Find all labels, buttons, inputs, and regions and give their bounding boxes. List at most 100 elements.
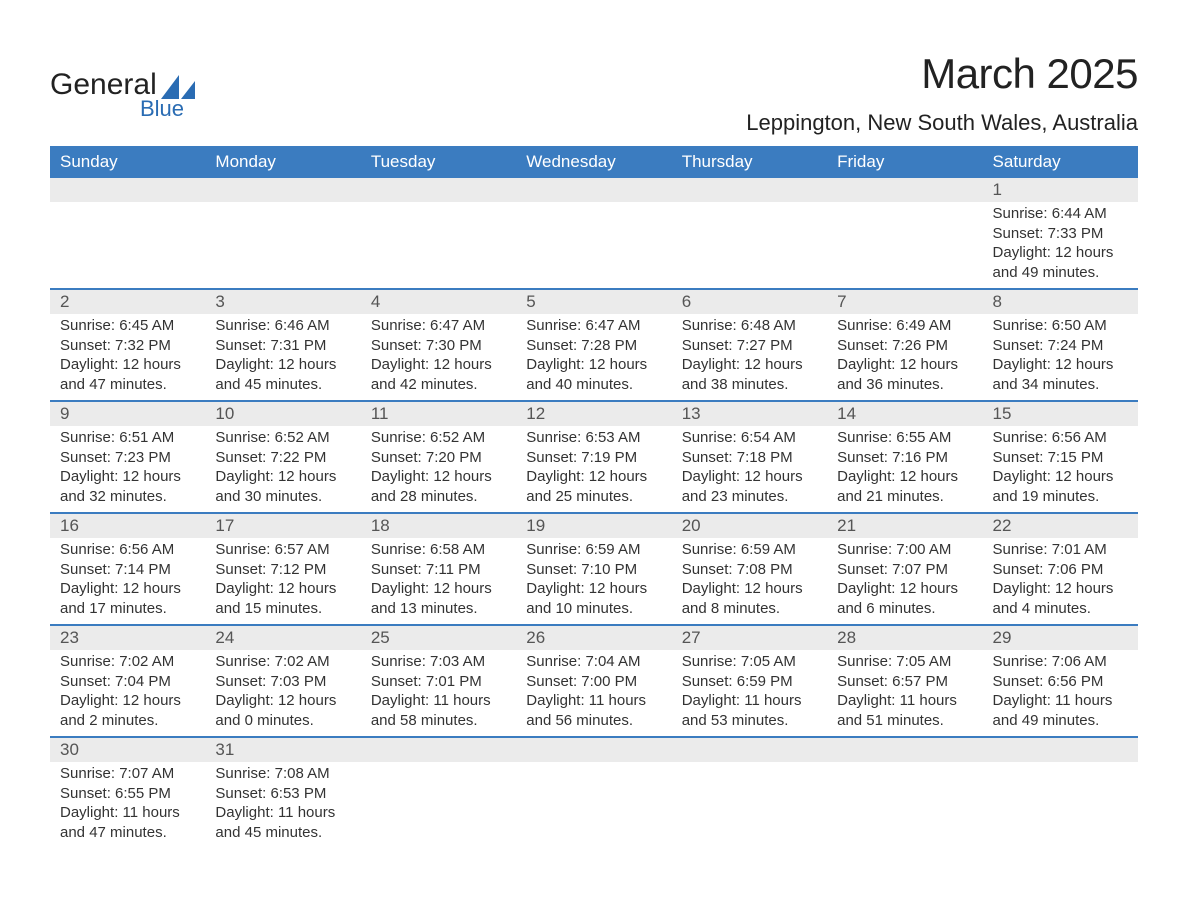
calendar-cell bbox=[361, 178, 516, 289]
day-number: 9 bbox=[50, 402, 205, 426]
day-header: Thursday bbox=[672, 146, 827, 178]
day-sunset: Sunset: 7:01 PM bbox=[371, 672, 506, 692]
day-daylight2: and 49 minutes. bbox=[993, 263, 1128, 283]
day-daylight1: Daylight: 12 hours bbox=[371, 355, 506, 375]
day-number: 18 bbox=[361, 514, 516, 538]
day-body: Sunrise: 7:02 AMSunset: 7:03 PMDaylight:… bbox=[205, 650, 360, 736]
calendar-week: 16Sunrise: 6:56 AMSunset: 7:14 PMDayligh… bbox=[50, 513, 1138, 625]
day-daylight2: and 58 minutes. bbox=[371, 711, 506, 731]
day-daylight2: and 23 minutes. bbox=[682, 487, 817, 507]
day-sunrise: Sunrise: 6:51 AM bbox=[60, 428, 195, 448]
day-daylight2: and 38 minutes. bbox=[682, 375, 817, 395]
title-block: March 2025 Leppington, New South Wales, … bbox=[746, 50, 1138, 136]
day-number: 26 bbox=[516, 626, 671, 650]
day-number: 5 bbox=[516, 290, 671, 314]
day-body: Sunrise: 6:56 AMSunset: 7:15 PMDaylight:… bbox=[983, 426, 1138, 512]
day-sunset: Sunset: 7:00 PM bbox=[526, 672, 661, 692]
calendar-cell: 12Sunrise: 6:53 AMSunset: 7:19 PMDayligh… bbox=[516, 401, 671, 513]
calendar-cell: 24Sunrise: 7:02 AMSunset: 7:03 PMDayligh… bbox=[205, 625, 360, 737]
day-sunset: Sunset: 7:33 PM bbox=[993, 224, 1128, 244]
day-daylight2: and 13 minutes. bbox=[371, 599, 506, 619]
day-daylight2: and 25 minutes. bbox=[526, 487, 661, 507]
day-body: Sunrise: 7:08 AMSunset: 6:53 PMDaylight:… bbox=[205, 762, 360, 848]
day-number: 1 bbox=[983, 178, 1138, 202]
day-daylight2: and 28 minutes. bbox=[371, 487, 506, 507]
day-number: 16 bbox=[50, 514, 205, 538]
day-sunrise: Sunrise: 6:52 AM bbox=[371, 428, 506, 448]
calendar-cell: 13Sunrise: 6:54 AMSunset: 7:18 PMDayligh… bbox=[672, 401, 827, 513]
day-sunrise: Sunrise: 6:44 AM bbox=[993, 204, 1128, 224]
day-sunset: Sunset: 7:06 PM bbox=[993, 560, 1128, 580]
day-body: Sunrise: 6:58 AMSunset: 7:11 PMDaylight:… bbox=[361, 538, 516, 624]
day-sunrise: Sunrise: 7:08 AM bbox=[215, 764, 350, 784]
day-daylight1: Daylight: 12 hours bbox=[60, 355, 195, 375]
day-sunrise: Sunrise: 6:47 AM bbox=[526, 316, 661, 336]
day-daylight1: Daylight: 12 hours bbox=[682, 467, 817, 487]
calendar-week: 9Sunrise: 6:51 AMSunset: 7:23 PMDaylight… bbox=[50, 401, 1138, 513]
day-daylight2: and 15 minutes. bbox=[215, 599, 350, 619]
day-sunrise: Sunrise: 6:56 AM bbox=[60, 540, 195, 560]
calendar-cell bbox=[516, 737, 671, 848]
day-sunset: Sunset: 7:26 PM bbox=[837, 336, 972, 356]
calendar-cell: 5Sunrise: 6:47 AMSunset: 7:28 PMDaylight… bbox=[516, 289, 671, 401]
day-number bbox=[361, 178, 516, 202]
day-sunrise: Sunrise: 6:54 AM bbox=[682, 428, 817, 448]
day-header: Tuesday bbox=[361, 146, 516, 178]
day-number: 25 bbox=[361, 626, 516, 650]
day-body: Sunrise: 7:02 AMSunset: 7:04 PMDaylight:… bbox=[50, 650, 205, 736]
day-daylight2: and 30 minutes. bbox=[215, 487, 350, 507]
day-daylight1: Daylight: 12 hours bbox=[837, 579, 972, 599]
location-text: Leppington, New South Wales, Australia bbox=[746, 110, 1138, 136]
day-body: Sunrise: 6:51 AMSunset: 7:23 PMDaylight:… bbox=[50, 426, 205, 512]
day-daylight1: Daylight: 12 hours bbox=[837, 355, 972, 375]
day-daylight1: Daylight: 11 hours bbox=[682, 691, 817, 711]
day-sunrise: Sunrise: 6:46 AM bbox=[215, 316, 350, 336]
day-body: Sunrise: 6:53 AMSunset: 7:19 PMDaylight:… bbox=[516, 426, 671, 512]
day-daylight1: Daylight: 11 hours bbox=[371, 691, 506, 711]
day-daylight1: Daylight: 12 hours bbox=[837, 467, 972, 487]
day-number: 23 bbox=[50, 626, 205, 650]
day-number bbox=[50, 178, 205, 202]
day-sunrise: Sunrise: 6:53 AM bbox=[526, 428, 661, 448]
day-sunrise: Sunrise: 7:02 AM bbox=[215, 652, 350, 672]
day-daylight2: and 53 minutes. bbox=[682, 711, 817, 731]
day-sunset: Sunset: 7:31 PM bbox=[215, 336, 350, 356]
day-body: Sunrise: 6:57 AMSunset: 7:12 PMDaylight:… bbox=[205, 538, 360, 624]
day-number bbox=[827, 738, 982, 762]
calendar-cell: 8Sunrise: 6:50 AMSunset: 7:24 PMDaylight… bbox=[983, 289, 1138, 401]
calendar-cell: 18Sunrise: 6:58 AMSunset: 7:11 PMDayligh… bbox=[361, 513, 516, 625]
day-daylight1: Daylight: 12 hours bbox=[993, 579, 1128, 599]
day-sunrise: Sunrise: 7:07 AM bbox=[60, 764, 195, 784]
day-daylight1: Daylight: 12 hours bbox=[526, 355, 661, 375]
day-sunrise: Sunrise: 6:49 AM bbox=[837, 316, 972, 336]
day-number: 3 bbox=[205, 290, 360, 314]
calendar-cell bbox=[516, 178, 671, 289]
day-sunrise: Sunrise: 6:47 AM bbox=[371, 316, 506, 336]
day-body: Sunrise: 6:52 AMSunset: 7:20 PMDaylight:… bbox=[361, 426, 516, 512]
calendar-cell: 11Sunrise: 6:52 AMSunset: 7:20 PMDayligh… bbox=[361, 401, 516, 513]
calendar-cell: 17Sunrise: 6:57 AMSunset: 7:12 PMDayligh… bbox=[205, 513, 360, 625]
calendar-cell: 27Sunrise: 7:05 AMSunset: 6:59 PMDayligh… bbox=[672, 625, 827, 737]
day-daylight1: Daylight: 12 hours bbox=[993, 467, 1128, 487]
day-number: 20 bbox=[672, 514, 827, 538]
day-sunset: Sunset: 6:59 PM bbox=[682, 672, 817, 692]
month-title: March 2025 bbox=[746, 50, 1138, 98]
day-sunset: Sunset: 7:03 PM bbox=[215, 672, 350, 692]
day-daylight2: and 34 minutes. bbox=[993, 375, 1128, 395]
day-number: 24 bbox=[205, 626, 360, 650]
calendar-cell: 21Sunrise: 7:00 AMSunset: 7:07 PMDayligh… bbox=[827, 513, 982, 625]
day-daylight1: Daylight: 11 hours bbox=[837, 691, 972, 711]
calendar-cell bbox=[983, 737, 1138, 848]
day-number bbox=[827, 178, 982, 202]
day-sunset: Sunset: 6:55 PM bbox=[60, 784, 195, 804]
day-daylight2: and 21 minutes. bbox=[837, 487, 972, 507]
day-sunrise: Sunrise: 7:05 AM bbox=[682, 652, 817, 672]
day-daylight1: Daylight: 11 hours bbox=[60, 803, 195, 823]
logo-triangle-icon bbox=[161, 73, 195, 97]
day-daylight2: and 10 minutes. bbox=[526, 599, 661, 619]
day-body: Sunrise: 6:44 AMSunset: 7:33 PMDaylight:… bbox=[983, 202, 1138, 288]
day-number bbox=[672, 738, 827, 762]
day-sunrise: Sunrise: 7:04 AM bbox=[526, 652, 661, 672]
day-sunset: Sunset: 7:16 PM bbox=[837, 448, 972, 468]
day-sunset: Sunset: 6:53 PM bbox=[215, 784, 350, 804]
